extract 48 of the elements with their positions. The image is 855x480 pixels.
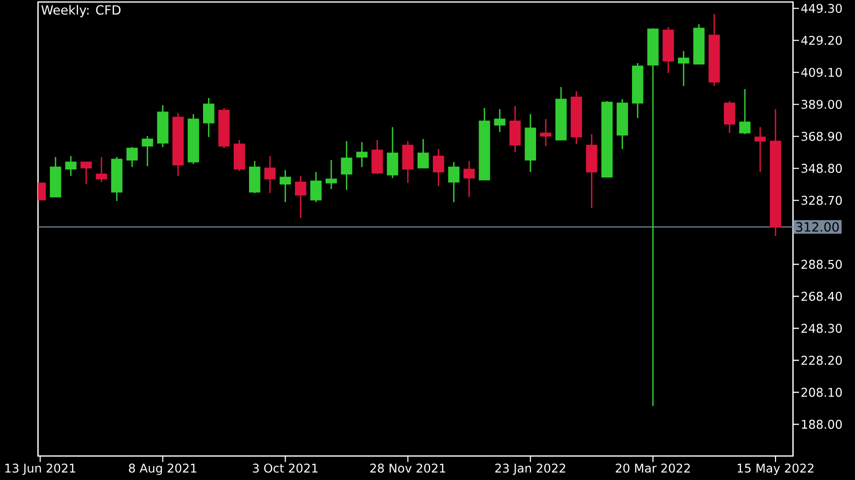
candlestick (463, 160, 475, 198)
y-tick-label: 429.20 (801, 36, 842, 45)
candlestick (386, 126, 398, 179)
candlestick (340, 140, 352, 191)
y-tick-label: 348.80 (802, 164, 842, 173)
x-tick-label: 15 May 2022 (738, 464, 814, 475)
x-tick-label: 28 Nov 2021 (370, 464, 446, 473)
candlestick (448, 161, 460, 203)
x-tick-label: 3 Oct 2021 (252, 464, 318, 473)
y-tick-label: 389.00 (802, 100, 842, 109)
candlestick (540, 118, 552, 147)
y-tick-label: 368.90 (802, 132, 842, 141)
candlestick (754, 126, 766, 173)
candlestick (264, 155, 276, 194)
candlestick (678, 50, 690, 87)
candlestick (724, 100, 736, 134)
candlestick (647, 27, 659, 407)
candlestick (65, 155, 76, 177)
candlestick (203, 97, 214, 138)
y-tick-label: 288.50 (801, 260, 842, 269)
candlestick (126, 146, 138, 168)
candlestick (432, 148, 444, 187)
x-tick-label: 8 Aug 2021 (128, 464, 196, 475)
y-tick-label: 208.10 (801, 388, 842, 397)
candlestick (372, 139, 383, 175)
y-tick-label: 188.00 (802, 420, 842, 429)
candlestick (310, 171, 322, 203)
x-tick-label: 20 Mar 2022 (616, 464, 690, 473)
candlestick (96, 156, 108, 183)
candlestick (418, 138, 429, 169)
x-tick-label: 13 Jun 2021 (5, 464, 76, 475)
y-tick-label: 328.70 (802, 196, 842, 205)
y-tick-label: 409.10 (801, 68, 842, 77)
y-tick-label: 268.40 (801, 292, 842, 301)
candlestick (294, 175, 306, 219)
x-tick-label: 23 Jan 2022 (495, 464, 566, 475)
candlestick (326, 159, 337, 190)
candlestick (80, 161, 92, 185)
candlestick (494, 108, 506, 133)
chart-title: Weekly: CFD (41, 4, 121, 18)
y-tick-label: 449.30 (801, 4, 842, 13)
y-tick-label: 248.30 (801, 324, 842, 333)
candlestick (280, 169, 291, 203)
y-tick-label: 228.20 (801, 356, 842, 365)
candlestick (142, 135, 154, 167)
ref-line-label: 312.00 (796, 222, 839, 232)
candlestick (739, 88, 751, 135)
candlestick (356, 141, 368, 168)
